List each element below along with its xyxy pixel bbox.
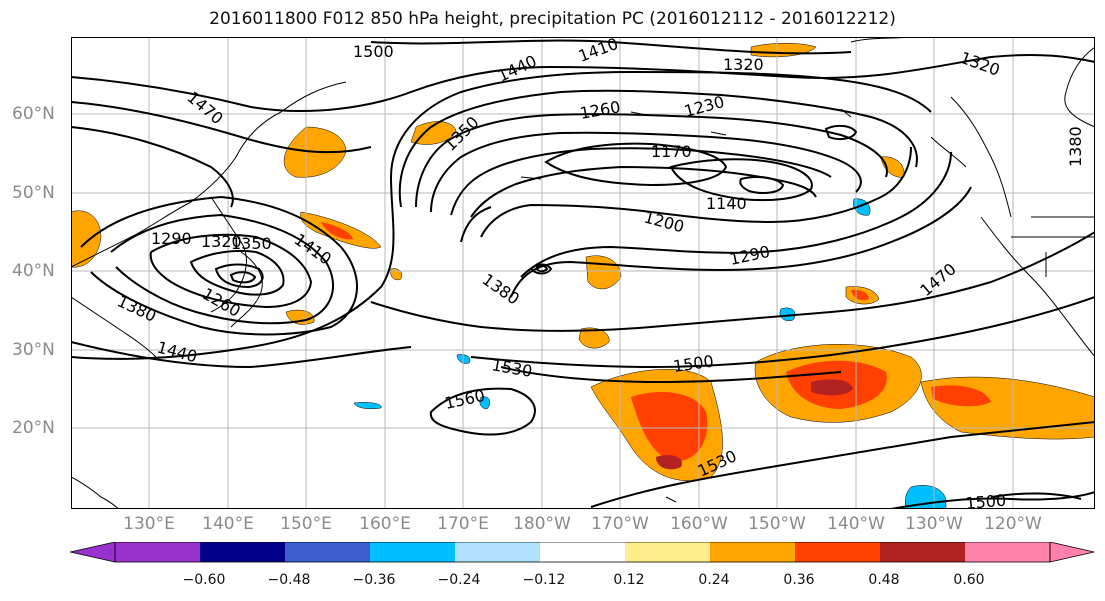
map-title: 2016011800 F012 850 hPa height, precipit… xyxy=(209,9,896,29)
lon-label-170e: 170°E xyxy=(437,514,489,534)
contour-label: 1170 xyxy=(651,142,692,161)
colorbar-bin xyxy=(115,542,200,562)
contour-label: 1500 xyxy=(965,491,1007,509)
colorbar xyxy=(70,542,1095,563)
colorbar-bin xyxy=(285,542,370,562)
colorbar-bin xyxy=(880,542,965,562)
colorbar-bin xyxy=(625,542,710,562)
contour-label: 1350 xyxy=(231,234,272,253)
colorbar-bin xyxy=(795,542,880,562)
lon-label-120w: 120°W xyxy=(984,514,1042,534)
colorbar-tick-label: 0.24 xyxy=(698,572,730,588)
colorbar-bin xyxy=(540,542,625,562)
lat-label-20n: 20°N xyxy=(12,418,55,438)
lon-label-140w: 140°W xyxy=(827,514,885,534)
lon-label-160w: 160°W xyxy=(670,514,728,534)
lon-label-180w: 180°W xyxy=(513,514,571,534)
colorbar-tick-label: −0.36 xyxy=(352,572,396,588)
lon-label-130e: 130°E xyxy=(123,514,175,534)
contour-label: 1140 xyxy=(706,194,747,213)
lat-label-40n: 40°N xyxy=(12,261,55,281)
colorbar-frame xyxy=(114,542,1051,563)
colorbar-bin xyxy=(455,542,540,562)
contour-label: 1320 xyxy=(201,232,242,251)
contour-label: 1290 xyxy=(151,229,192,248)
colorbar-tick-label: 0.60 xyxy=(953,572,985,588)
colorbar-bin xyxy=(710,542,795,562)
contour-label: 1380 xyxy=(1066,126,1085,167)
lat-label-30n: 30°N xyxy=(12,340,55,360)
colorbar-bin xyxy=(965,542,1050,562)
map-frame xyxy=(71,37,1095,509)
colorbar-tick-label: −0.48 xyxy=(267,572,311,588)
colorbar-bin xyxy=(370,542,455,562)
contour-label: 1320 xyxy=(723,55,764,74)
contour-label: 1500 xyxy=(353,42,394,61)
lon-label-140e: 140°E xyxy=(202,514,254,534)
colorbar-extend-max xyxy=(1049,542,1095,563)
colorbar-tick-label: −0.24 xyxy=(437,572,481,588)
lat-label-60n: 60°N xyxy=(12,104,55,124)
lon-label-160e: 160°E xyxy=(359,514,411,534)
colorbar-tick-label: −0.60 xyxy=(182,572,226,588)
lat-label-50n: 50°N xyxy=(12,183,55,203)
height-contours xyxy=(71,39,1095,509)
graticule xyxy=(71,37,1095,509)
precipitation-shading xyxy=(71,43,1095,509)
colorbar-tick-label: 0.36 xyxy=(783,572,815,588)
colorbar-bin xyxy=(200,542,285,562)
colorbar-tick-label: 0.48 xyxy=(868,572,900,588)
colorbar-tick-label: −0.12 xyxy=(522,572,566,588)
lon-label-170w: 170°W xyxy=(591,514,649,534)
map-panel[interactable]: 1500 1410 1440 1320 1320 1470 1350 1260 … xyxy=(71,37,1095,509)
colorbar-tick-label: 0.12 xyxy=(613,572,645,588)
colorbar-extend-min xyxy=(70,542,116,563)
lon-label-150w: 150°W xyxy=(748,514,806,534)
lon-label-130w: 130°W xyxy=(905,514,963,534)
lon-label-150e: 150°E xyxy=(280,514,332,534)
